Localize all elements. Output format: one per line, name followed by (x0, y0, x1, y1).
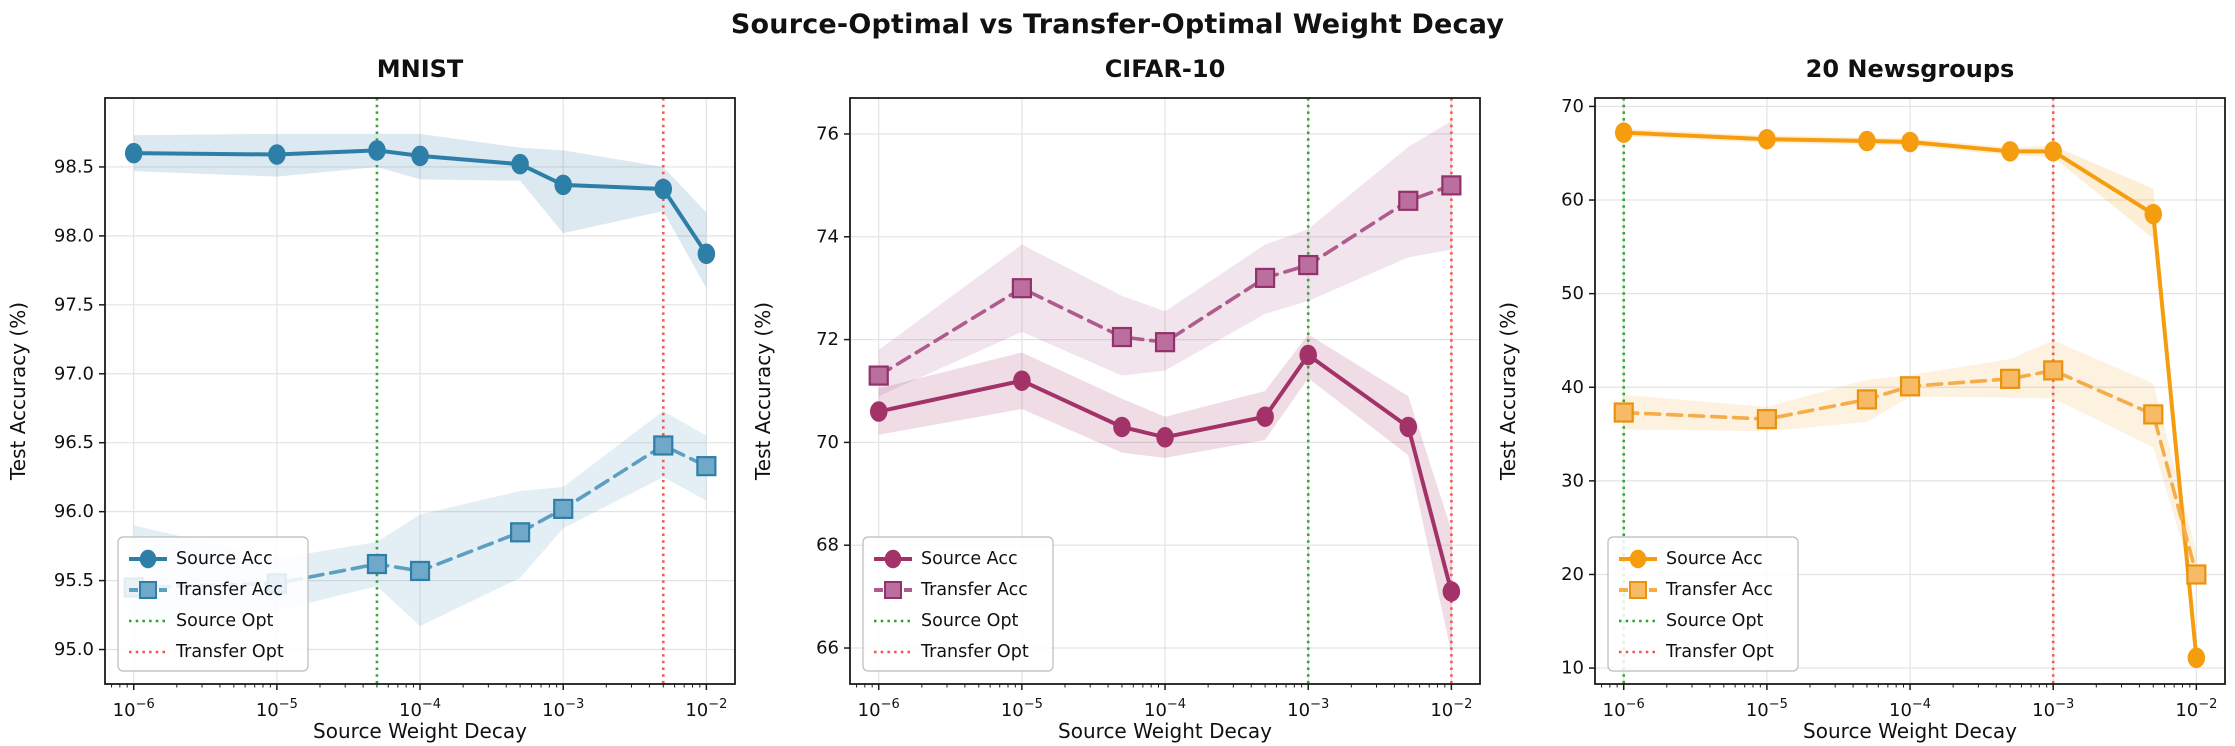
legend-label: Source Opt (176, 611, 274, 631)
y-tick-label: 30 (1561, 470, 1584, 491)
newsgroups-panel: 20 Newsgroups 10−6 10−5 10−4 10−3 10−2 10 20 30… (1490, 46, 2235, 746)
y-axis-label: Test Accuracy (%) (6, 302, 30, 481)
x-tick-label: 10−2 (1430, 697, 1472, 721)
mnist-title: MNIST (376, 55, 464, 83)
y-tick-label: 40 (1561, 377, 1584, 398)
legend-label: Transfer Acc (1665, 580, 1773, 600)
y-axis-label: Test Accuracy (%) (751, 302, 775, 481)
y-tick-label: 98.0 (54, 225, 94, 246)
source-line (876, 352, 1454, 594)
x-tick-label: 10−5 (1001, 697, 1043, 721)
x-axis-label: Source Weight Decay (313, 719, 527, 743)
x-tick-label: 10−4 (399, 697, 441, 721)
legend-label: Source Opt (921, 611, 1019, 631)
y-tick-label: 70 (816, 432, 839, 453)
legend-label: Transfer Opt (175, 642, 284, 662)
x-tick-label: 10−3 (1287, 697, 1329, 721)
cifar10-chart: 10−6 10−5 10−4 10−3 10−2 66 68 70 72 74 76 Source W… (745, 86, 1490, 746)
x-axis-label: Source Weight Decay (1058, 719, 1272, 743)
legend-label: Transfer Acc (175, 580, 283, 600)
legend-label: Source Opt (1666, 611, 1764, 631)
x-tick-label: 10−5 (256, 697, 298, 721)
y-tick-label: 98.5 (54, 156, 94, 177)
x-tick-label: 10−6 (113, 697, 155, 721)
y-tick-label: 97.5 (54, 294, 94, 315)
svg-text:Test Accuracy (%): Test Accuracy (%) (1496, 302, 1520, 481)
legend-label: Transfer Opt (920, 642, 1029, 662)
y-tick-label: 20 (1561, 564, 1584, 585)
y-tick-label: 74 (816, 226, 839, 247)
x-tick-label: 10−3 (2032, 697, 2074, 721)
y-tick-label: 70 (1561, 96, 1584, 117)
x-tick-label: 10−5 (1746, 697, 1788, 721)
y-tick-label: 96.5 (54, 432, 94, 453)
y-tick-label: 76 (816, 123, 839, 144)
x-tick-label: 10−2 (2175, 697, 2217, 721)
cifar10-panel: CIFAR-10 10−6 10−5 10−4 10−3 10−2 66 68 70 72 74 7… (745, 46, 1490, 746)
cifar10-title: CIFAR-10 (1104, 55, 1226, 83)
y-tick-label: 72 (816, 329, 839, 350)
legend-label: Transfer Acc (920, 580, 1028, 600)
y-tick-label: 60 (1561, 190, 1584, 211)
newsgroups-chart: 10−6 10−5 10−4 10−3 10−2 10 20 30 40 50 60 70 Source… (1490, 86, 2235, 746)
transfer-line (1621, 368, 2199, 577)
x-tick-label: 10−6 (1603, 697, 1645, 721)
y-tick-label: 10 (1561, 658, 1584, 679)
source-line (131, 148, 709, 256)
legend: Source Acc Transfer Acc Source Opt Transfer… (117, 536, 309, 672)
legend-label: Transfer Opt (1665, 642, 1774, 662)
y-tick-label: 95.5 (54, 570, 94, 591)
source-markers (1614, 122, 2206, 669)
x-tick-label: 10−4 (1889, 697, 1931, 721)
newsgroups-title: 20 Newsgroups (1805, 55, 2015, 83)
plot-border (849, 97, 1481, 685)
mnist-chart: 10−6 10−5 10−4 10−3 10−2 95.0 95.5 96.0 96.5 97.0… (0, 86, 745, 746)
x-tick-label: 10−2 (685, 697, 727, 721)
x-tick-label: 10−3 (542, 697, 584, 721)
svg-text:Test Accuracy (%): Test Accuracy (%) (6, 302, 30, 481)
transfer-line (876, 183, 1454, 378)
y-tick-label: 68 (816, 535, 839, 556)
source-markers (124, 140, 716, 265)
legend: Source Acc Transfer Acc Source Opt Transfer… (862, 536, 1054, 672)
source-band (133, 133, 707, 289)
cifar-10-plot: 10−6 10−5 10−4 10−3 10−2 66 68 70 72 74 76 Source W… (751, 97, 1481, 743)
x-axis-label: Source Weight Decay (1803, 719, 2017, 743)
20-newsgroups-plot: 10−6 10−5 10−4 10−3 10−2 10 20 30 40 50 60 70 Source… (1496, 96, 2226, 743)
svg-text:Test Accuracy (%): Test Accuracy (%) (751, 302, 775, 481)
figure-title: Source-Optimal vs Transfer-Optimal Weigh… (730, 9, 1505, 40)
transfer-markers (868, 175, 1462, 386)
transfer-markers (1613, 360, 2207, 585)
legend-label: Source Acc (1666, 549, 1763, 569)
y-tick-label: 66 (816, 638, 839, 659)
y-tick-label: 95.0 (54, 639, 94, 660)
plot-border (104, 97, 736, 685)
source-markers (869, 344, 1461, 602)
y-axis-label: Test Accuracy (%) (1496, 302, 1520, 481)
x-tick-label: 10−4 (1144, 697, 1186, 721)
mnist-plot: 10−6 10−5 10−4 10−3 10−2 95.0 95.5 96.0 96.5 97.0… (6, 97, 736, 743)
x-tick-label: 10−6 (858, 697, 900, 721)
y-tick-label: 96.0 (54, 501, 94, 522)
source-line (1621, 130, 2199, 660)
charts-row: MNIST 10−6 10−5 10−4 10−3 10−2 95.0 95.5 96.0 96… (0, 46, 2235, 746)
legend-label: Source Acc (921, 549, 1018, 569)
mnist-panel: MNIST 10−6 10−5 10−4 10−3 10−2 95.0 95.5 96.0 96… (0, 46, 745, 746)
legend: Source Acc Transfer Acc Source Opt Transfer… (1607, 536, 1799, 672)
legend-label: Source Acc (176, 549, 273, 569)
y-tick-label: 50 (1561, 283, 1584, 304)
transfer-band (878, 121, 1452, 397)
y-tick-label: 97.0 (54, 363, 94, 384)
plot-border (1594, 97, 2226, 685)
